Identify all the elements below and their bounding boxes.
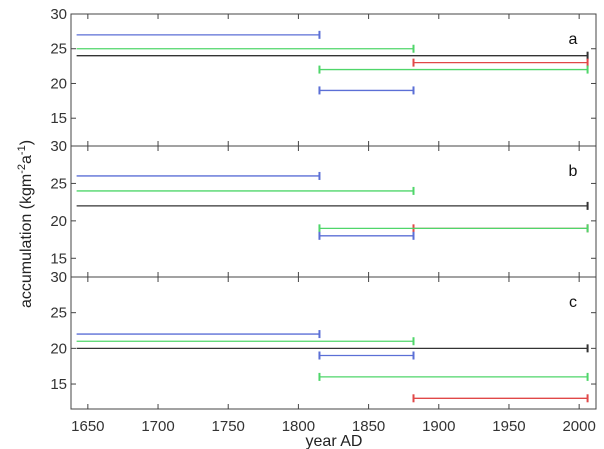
panel-c-y-tick-label: 20 [50,340,67,357]
panel-c-letter: c [569,294,577,311]
panel-c-y-tick-label: 25 [50,305,67,322]
panel-a-series-red-3 [412,58,589,67]
panel-c-series-blue-0 [76,330,321,339]
panel-b-series-green-4 [318,224,589,233]
panel-b-series-black-2 [76,201,589,210]
panel-c-series-black-2 [76,344,589,353]
panel-a-series-green-4 [318,65,589,74]
panel-a-series-black-2 [76,51,589,60]
panel-c: 15 20 25 30 c [50,269,597,410]
x-tick-label: 1900 [422,418,455,435]
panel-b-y-tick-label: 30 [50,138,67,155]
panel-b: 15 20 25 30 b [50,138,597,278]
panel-c-y-tick-label: 30 [50,269,67,286]
x-tick-label: 1700 [141,418,174,435]
panel-b-series-blue-0 [76,171,321,180]
panel-b-y-tick-label: 25 [50,175,67,192]
panel-b-y-tick-label: 15 [50,250,67,267]
panel-a-letter: a [569,31,578,48]
x-tick-label: 1650 [71,418,104,435]
panel-a-y-tick-label: 25 [50,41,67,58]
x-axis-label: year AD [306,433,363,449]
x-tick-label: 1950 [492,418,525,435]
panel-a-y-tick-label: 20 [50,75,67,92]
panel-c-frame [70,276,597,410]
panel-c-y-tick-label: 15 [50,376,67,393]
panel-a-series-blue-5 [318,86,415,95]
panel-a-frame [70,13,597,147]
panel-c-series-red-5 [412,394,589,403]
panel-a: 15 20 25 30 a [50,6,597,147]
panel-b-y-tick-label: 20 [50,213,67,230]
panel-c-series-blue-3 [318,351,415,360]
y-axis-label-sup-2: -1 [16,145,28,155]
x-tick-label: 1850 [352,418,385,435]
y-axis-label-sup-1: -2 [16,164,28,174]
x-tick-label: 1800 [282,418,315,435]
panel-a-series-blue-0 [76,30,321,39]
chart-panels: 15 20 25 30 a 15 20 25 30 b 15 20 25 30 c 1650 1700 1750 1… [50,6,597,435]
panel-b-series-green-1 [76,186,415,195]
panel-b-letter: b [569,163,578,180]
panel-b-series-blue-5 [318,231,415,240]
panel-a-series-green-1 [76,44,415,53]
x-tick-label: 1750 [212,418,245,435]
y-axis-label: accumulation (kgm-2a-1) [16,140,35,308]
panel-b-frame [70,145,597,278]
y-axis-label-end: ) [18,140,35,145]
panel-a-y-tick-label: 15 [50,110,67,127]
x-tick-label: 2000 [562,418,595,435]
panel-c-series-green-4 [318,372,589,381]
y-axis-label-mid: a [18,155,35,164]
panel-c-series-green-1 [76,337,415,346]
y-axis-label-main: accumulation (kgm [18,174,35,308]
panel-a-y-tick-label: 30 [50,6,67,23]
